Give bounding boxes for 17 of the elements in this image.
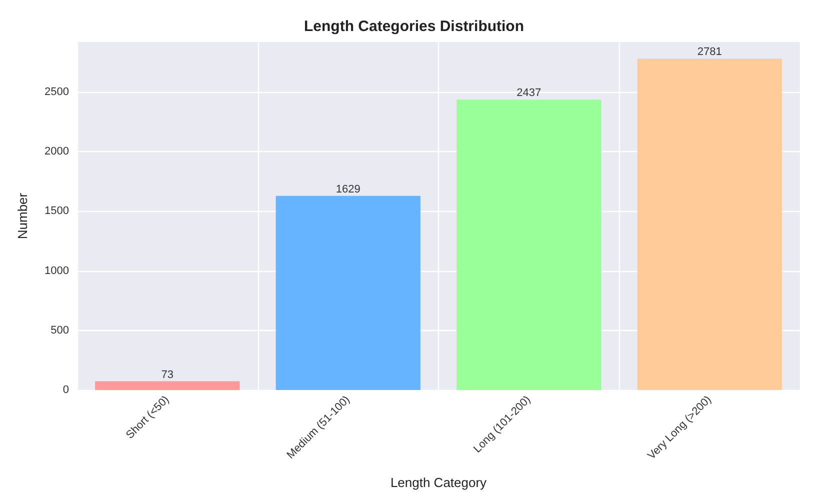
y-tick-label: 2500 bbox=[44, 86, 69, 98]
bar bbox=[456, 100, 602, 390]
bar bbox=[637, 58, 782, 390]
bar bbox=[276, 196, 420, 390]
y-tick-label: 0 bbox=[62, 384, 69, 396]
y-tick-label: 500 bbox=[50, 324, 69, 336]
y-tick-label: 1000 bbox=[44, 264, 69, 277]
bar bbox=[95, 381, 240, 390]
data-label: 2437 bbox=[516, 87, 542, 100]
y-axis-title: Number bbox=[15, 192, 30, 240]
y-tick-label: 1500 bbox=[44, 205, 69, 218]
data-label: 1629 bbox=[336, 183, 360, 196]
chart-title: Length Categories Distribution bbox=[304, 18, 524, 35]
data-label: 73 bbox=[161, 368, 174, 381]
y-tick-label: 2000 bbox=[44, 146, 69, 158]
data-label: 2781 bbox=[697, 46, 722, 58]
x-axis-title: Length Category bbox=[390, 475, 488, 490]
